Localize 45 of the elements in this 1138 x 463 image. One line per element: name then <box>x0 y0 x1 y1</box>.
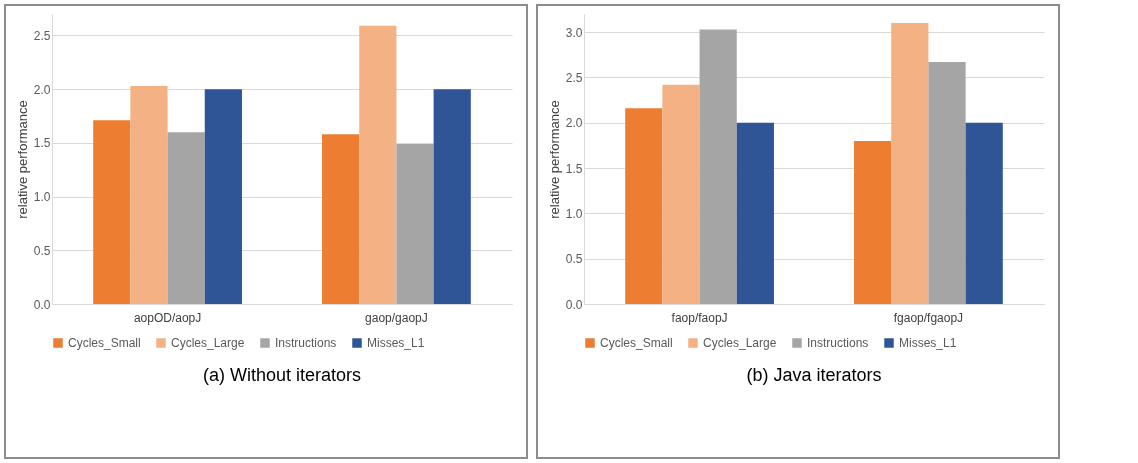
y-tick-label: 0.5 <box>565 252 583 267</box>
bar <box>854 140 892 304</box>
y-tick-label: 1.0 <box>565 206 583 221</box>
text: (a) Without iterators <box>202 365 362 385</box>
bar <box>699 29 737 304</box>
legend-label: Misses_L1 <box>899 336 957 350</box>
y-tick-label: 1.5 <box>33 136 51 151</box>
y-tick-label: 0.5 <box>33 243 51 258</box>
legend-label: Misses_L1 <box>367 336 425 350</box>
bar <box>662 84 700 304</box>
legend-label: Cycles_Small <box>600 336 673 350</box>
y-tick-label: 0.0 <box>33 297 51 312</box>
y-axis-title: relative performance <box>14 100 30 219</box>
legend-label: Cycles_Large <box>703 336 777 350</box>
legend-label: Instructions <box>807 336 869 350</box>
bar <box>433 89 471 304</box>
bar <box>204 89 242 304</box>
bar <box>130 85 168 304</box>
bar <box>928 62 966 304</box>
bar <box>167 132 205 304</box>
bar <box>736 122 774 304</box>
x-tick-label: aopOD/aopJ <box>133 310 202 325</box>
y-tick-label: 3.0 <box>565 25 583 40</box>
bar <box>322 134 360 304</box>
legend-label: Cycles_Small <box>68 336 141 350</box>
y-tick-label: 2.0 <box>565 116 583 131</box>
y-tick-label: 1.5 <box>565 161 583 176</box>
bar <box>625 108 663 304</box>
y-tick-label: 2.5 <box>565 70 583 85</box>
bar <box>965 122 1003 304</box>
y-tick-label: 0.0 <box>565 297 583 312</box>
bar <box>93 120 131 304</box>
y-tick-label: 2.0 <box>33 82 51 97</box>
x-tick-label: fgaop/fgaopJ <box>893 310 964 325</box>
text: (b) Java iterators <box>746 365 882 385</box>
legend-label: Cycles_Large <box>171 336 245 350</box>
bar <box>891 23 929 304</box>
y-tick-label: 2.5 <box>33 28 51 43</box>
legend-label: Instructions <box>275 336 337 350</box>
x-tick-label: faop/faopJ <box>671 310 728 325</box>
bar <box>359 25 397 304</box>
bar <box>396 143 434 304</box>
y-tick-label: 1.0 <box>33 190 51 205</box>
y-axis-title: relative performance <box>546 100 562 219</box>
x-tick-label: gaop/gaopJ <box>365 310 428 325</box>
